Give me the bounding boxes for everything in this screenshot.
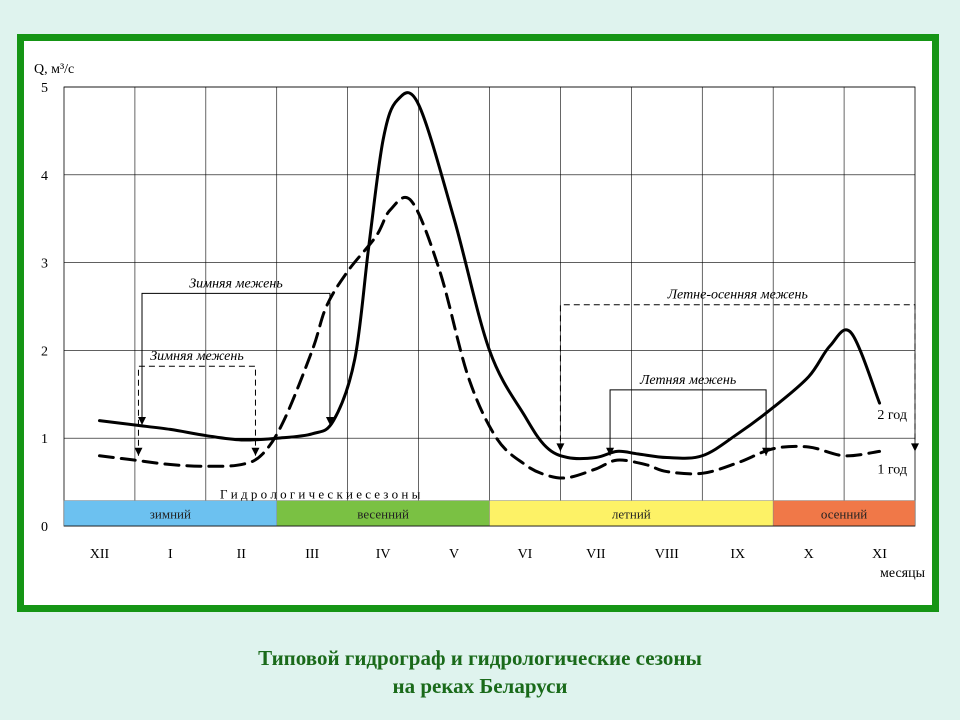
series-line (97, 195, 882, 480)
season-label: осенний (821, 506, 867, 521)
season-band (489, 500, 774, 527)
x-tick-label: X (804, 547, 814, 562)
annotation-label: Летняя межень (639, 373, 736, 388)
x-tick-label: I (168, 547, 173, 562)
series-line (97, 91, 882, 461)
x-axis-label: месяцы (880, 566, 926, 581)
series-label: 2 год (877, 408, 907, 423)
y-tick-label: 5 (41, 81, 48, 96)
caption-line-2: на реках Беларуси (392, 674, 568, 698)
y-tick-label: 3 (41, 257, 48, 272)
x-tick-label: IV (376, 547, 391, 562)
season-label: зимний (150, 506, 191, 521)
annotation-arrow (911, 443, 919, 452)
annotation-bracket (137, 365, 256, 456)
y-tick-label: 1 (41, 432, 48, 447)
annotation-arrow (138, 417, 147, 426)
season-band (63, 500, 277, 527)
x-tick-label: VII (586, 547, 606, 562)
annotation-label: Зимняя межень (189, 276, 283, 291)
y-tick-label: 4 (41, 169, 48, 184)
x-tick-label: V (449, 547, 459, 562)
annotation-bracket (559, 304, 916, 452)
annotation-arrow (251, 447, 260, 456)
annotation-label: Зимняя межень (150, 349, 244, 364)
annotation-arrow (134, 447, 143, 456)
season-label: весенний (357, 506, 409, 521)
x-tick-label: XII (90, 547, 110, 562)
x-tick-label: III (305, 547, 319, 562)
seasons-title: Г и д р о л о г и ч е с к и е с е з о н … (220, 487, 421, 502)
x-tick-label: VIII (655, 547, 679, 562)
annotation-bracket (609, 389, 767, 456)
annotation-label: Летне-осенняя межень (667, 288, 808, 303)
y-tick-label: 0 (41, 520, 48, 535)
series-label: 1 год (877, 462, 907, 477)
season-label: летний (612, 506, 651, 521)
annotation-arrow (556, 443, 565, 452)
x-tick-label: VI (518, 547, 533, 562)
annotation-bracket (141, 292, 331, 426)
x-tick-label: IX (730, 547, 745, 562)
y-tick-label: 2 (41, 344, 48, 359)
x-tick-label: XI (872, 547, 887, 562)
y-axis-label: Q, м³/с (34, 62, 74, 77)
caption-line-1: Типовой гидрограф и гидрологические сезо… (258, 646, 702, 670)
annotation-arrow (325, 417, 334, 426)
x-tick-label: II (237, 547, 247, 562)
